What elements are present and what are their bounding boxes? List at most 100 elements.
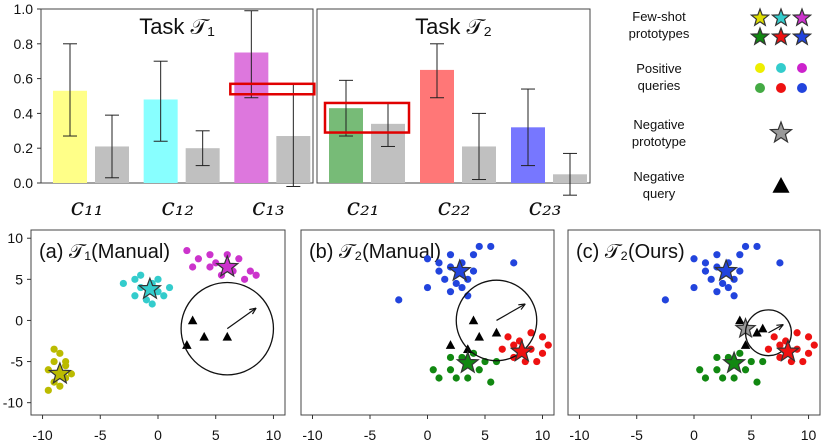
radius-arrow-head — [249, 307, 257, 315]
positive-query-point — [510, 259, 518, 267]
positive-query-point — [753, 242, 761, 251]
legend-prototype-star — [749, 26, 771, 46]
positive-query-point — [736, 251, 744, 259]
legend-prototype-star — [749, 7, 771, 27]
positive-query-point — [435, 267, 443, 275]
negative-query-marker — [752, 327, 762, 337]
positive-query-point — [747, 357, 755, 366]
positive-query-point — [435, 374, 443, 382]
positive-query-point — [62, 362, 70, 370]
x-tick-label: 10 — [266, 427, 282, 443]
positive-query-point — [475, 242, 483, 251]
legend-prototype-star — [791, 26, 813, 46]
negative-query-marker — [199, 331, 209, 341]
legend-query-dot — [797, 63, 807, 73]
positive-query-point — [498, 345, 506, 353]
positive-query-point — [804, 349, 813, 357]
x-tick-label: 0 — [154, 427, 162, 443]
positive-query-point — [487, 242, 495, 251]
negative-query-marker — [445, 340, 456, 349]
few-shot-prototype-star — [215, 254, 240, 278]
positive-query-point — [701, 267, 710, 275]
positive-query-point — [713, 288, 721, 296]
legend-query-dot — [776, 83, 786, 93]
x-tick-label: 10 — [535, 427, 551, 443]
x-tick-label: 0 — [690, 427, 698, 443]
legend-negative-query-triangle — [772, 177, 790, 193]
positive-query-point — [429, 366, 437, 374]
positive-query-point — [423, 283, 432, 292]
negative-query-marker — [735, 315, 745, 325]
positive-query-point — [452, 374, 460, 382]
legend-prototype-star — [770, 26, 792, 46]
legend-prototype-star — [770, 7, 792, 27]
x-tick-label: -10 — [32, 427, 52, 443]
legend-query-dot — [776, 63, 786, 73]
negative-query-marker — [187, 315, 198, 325]
negative-query-marker — [491, 327, 502, 337]
positive-query-point — [736, 349, 744, 357]
positive-query-point — [701, 259, 710, 267]
few-shot-prototype-star — [447, 258, 472, 282]
y-tick-label: 0.4 — [14, 105, 34, 121]
few-shot-prototype-star — [455, 350, 480, 374]
positive-query-point — [160, 292, 168, 300]
positive-query-point — [810, 341, 818, 349]
positive-query-point — [119, 279, 127, 288]
positive-query-point — [395, 296, 403, 304]
positive-query-point — [713, 353, 721, 362]
positive-query-point — [724, 283, 732, 292]
positive-query-point — [492, 357, 501, 366]
positive-query-point — [696, 366, 704, 374]
positive-query-point — [544, 341, 552, 349]
positive-query-point — [730, 374, 738, 382]
positive-query-point — [741, 242, 750, 251]
legend-query-dot — [755, 63, 765, 73]
decision-circle — [455, 279, 538, 362]
positive-query-point — [44, 386, 52, 394]
positive-query-point — [206, 263, 214, 271]
positive-query-point — [446, 366, 455, 374]
positive-query-point — [799, 357, 807, 366]
positive-query-point — [719, 374, 727, 382]
positive-query-point — [194, 255, 203, 263]
x-tick-label: -5 — [364, 427, 377, 443]
x-tick-label: 5 — [481, 427, 489, 443]
positive-query-point — [736, 267, 744, 275]
group-label: c₂₂ — [438, 193, 471, 221]
legend-neg-query-label: Negative query — [633, 169, 685, 201]
positive-query-point — [730, 292, 738, 300]
legend-query-dot — [797, 83, 807, 93]
negative-query-marker — [468, 315, 479, 325]
positive-query-point — [246, 267, 254, 275]
x-tick-label: 10 — [801, 427, 817, 443]
positive-query-point — [56, 349, 64, 357]
scatter-panel-title: (a) 𝒯₁(Manual) — [39, 241, 170, 263]
positive-query-point — [252, 271, 260, 279]
few-shot-prototype-star — [721, 350, 747, 374]
positive-query-point — [753, 378, 761, 386]
positive-query-point — [713, 251, 721, 259]
positive-query-point — [538, 349, 547, 357]
positive-query-point — [50, 345, 58, 353]
positive-query-point — [446, 353, 455, 362]
positive-query-point — [707, 275, 715, 283]
positive-query-point — [764, 345, 773, 353]
scatter-panel-title: (b) 𝒯₂(Manual) — [309, 241, 441, 263]
positive-query-point — [504, 333, 512, 341]
few-shot-prototype-star — [775, 338, 801, 362]
y-tick-label: -5 — [11, 354, 24, 370]
positive-query-point — [776, 341, 784, 349]
legend-few-shot-label: Few-shot prototypes — [628, 9, 690, 41]
positive-query-point — [713, 366, 721, 374]
y-tick-label: 5 — [15, 271, 23, 287]
positive-query-point — [240, 275, 249, 283]
y-tick-label: 0.8 — [14, 36, 34, 52]
positive-query-point — [741, 366, 750, 374]
positive-query-point — [165, 283, 174, 292]
negative-query-marker — [222, 331, 233, 341]
few-shot-prototype-star — [137, 276, 163, 300]
positive-query-point — [50, 357, 58, 366]
positive-query-point — [154, 275, 162, 283]
